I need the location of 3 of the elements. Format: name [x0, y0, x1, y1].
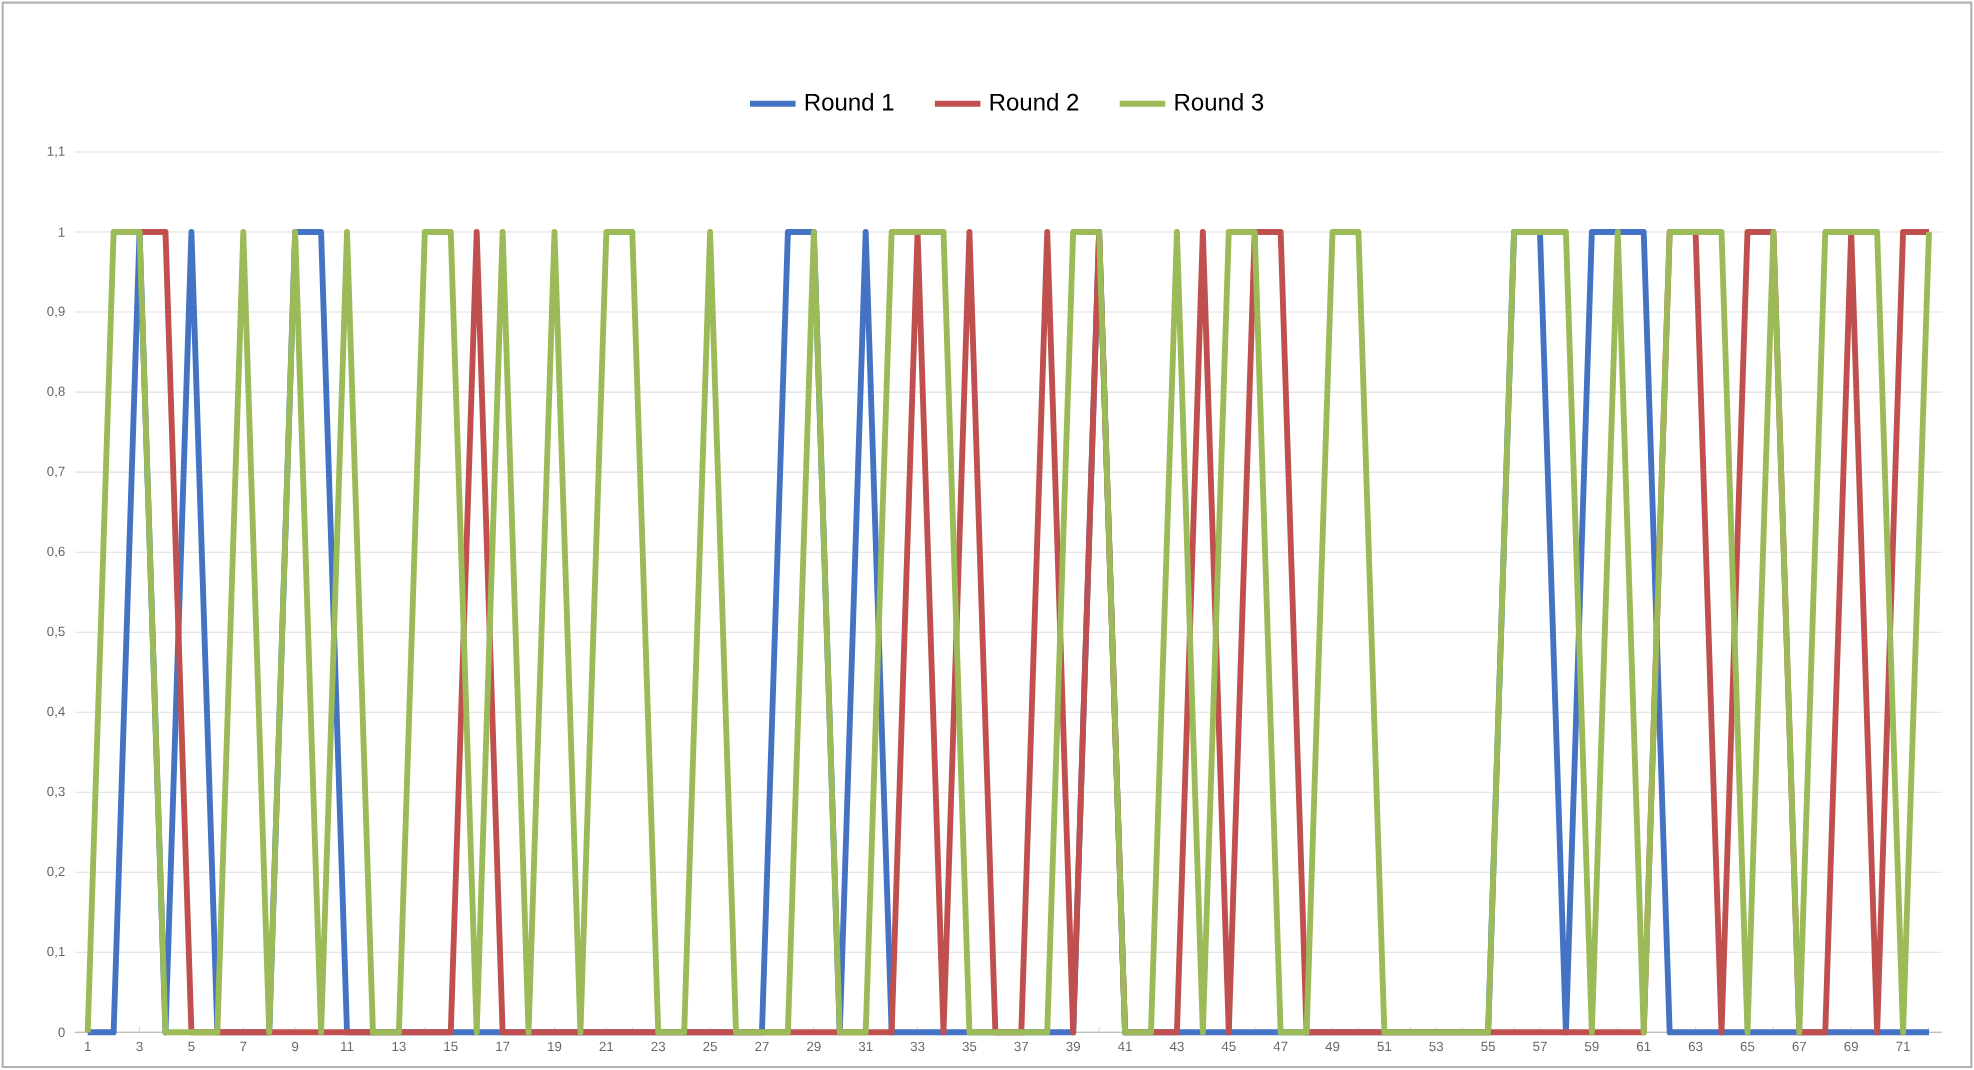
- legend-label: Round 1: [805, 93, 894, 111]
- legend-label: Round 2: [990, 93, 1079, 111]
- legend-label: Round 3: [1175, 93, 1264, 111]
